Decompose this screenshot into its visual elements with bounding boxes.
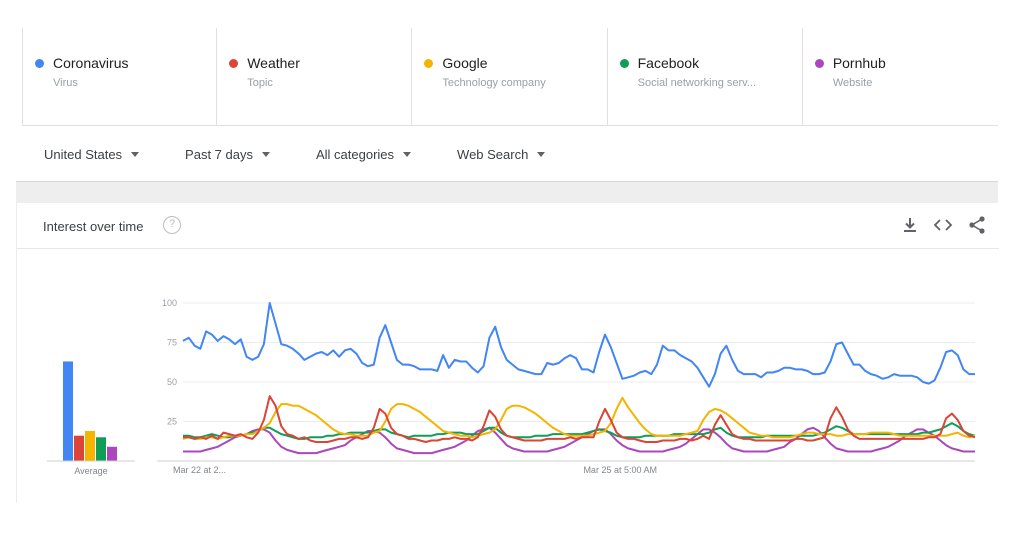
search-type-value: Web Search [457,146,529,162]
term-name: Facebook [637,55,700,71]
term-name: Pornhub [832,55,886,71]
term-type: Topic [247,77,273,89]
comparison-terms-bar: Coronavirus Virus Weather Topic Google T… [22,28,998,126]
region-dropdown[interactable]: United States [44,146,140,162]
term-color-dot [814,59,824,68]
term-color-dot [35,59,44,68]
y-tick-label-100: 100 [162,298,177,308]
card-title: Interest over time [43,219,144,234]
category-dropdown[interactable]: All categories [315,146,412,162]
average-bar-google [85,430,95,461]
card-header: Interest over time ? [17,203,999,249]
section-divider [16,181,998,203]
filter-bar: United States Past 7 days All categories… [22,127,998,181]
term-coronavirus[interactable]: Coronavirus Virus [22,28,218,126]
time-period-value: Past 7 days [185,146,253,162]
term-type: Website [832,77,873,89]
chart-series-lines [182,302,976,455]
average-bar-coronavirus [63,361,73,461]
caret-down-icon [403,151,412,157]
y-tick-label-75: 75 [167,338,177,348]
help-circle-icon[interactable]: ? [163,216,181,234]
series-line-coronavirus [182,302,975,388]
embed-icon[interactable] [933,215,953,235]
term-weather[interactable]: Weather Topic [217,28,413,126]
average-bar-facebook [96,437,106,461]
caret-down-icon [261,151,270,157]
x-axis-labels: Mar 22 at 2...Mar 25 at 5:00 AMMar 27 at… [173,465,657,475]
term-pornhub[interactable]: Pornhub Website [803,28,998,126]
average-bars [47,361,135,462]
y-tick-label-25: 25 [167,417,177,427]
chart-gridlines: 25 50 75 100 [157,298,975,462]
series-line-weather [183,395,976,443]
term-color-dot [229,59,239,68]
term-name: Weather [247,55,300,71]
category-value: All categories [315,146,395,162]
term-color-dot [424,59,434,68]
term-name: Google [442,55,488,71]
share-icon[interactable] [967,215,987,235]
term-google[interactable]: Google Technology company [412,28,608,126]
term-type: Social networking serv... [637,77,757,89]
time-period-dropdown[interactable]: Past 7 days [185,147,270,162]
region-value: United States [44,146,123,162]
average-bar-weather [74,435,84,461]
y-tick-label-50: 50 [167,377,177,387]
interest-over-time-chart: Average 25 50 75 100 Mar 22 at 2... Mar 25 a… [47,298,976,476]
average-bar-pornhub [107,446,117,461]
series-line-google [182,396,976,440]
x-tick-label: Mar 25 at 5:00 AM [583,465,657,475]
term-facebook[interactable]: Facebook Social networking serv... [608,28,803,126]
term-type: Virus [53,77,78,89]
series-line-pornhub [183,426,975,455]
term-color-dot [619,59,629,68]
download-icon[interactable] [900,215,920,235]
term-name: Coronavirus [53,55,129,71]
series-line-facebook [183,422,976,440]
caret-down-icon [131,151,140,157]
caret-down-icon [537,151,546,157]
x-tick-label: Mar 22 at 2... [173,465,226,475]
average-label: Average [74,466,107,476]
search-type-dropdown[interactable]: Web Search [457,146,546,162]
interest-over-time-card: Interest over time ? Average 25 50 75 100 M… [16,203,999,503]
term-type: Technology company [442,77,546,89]
